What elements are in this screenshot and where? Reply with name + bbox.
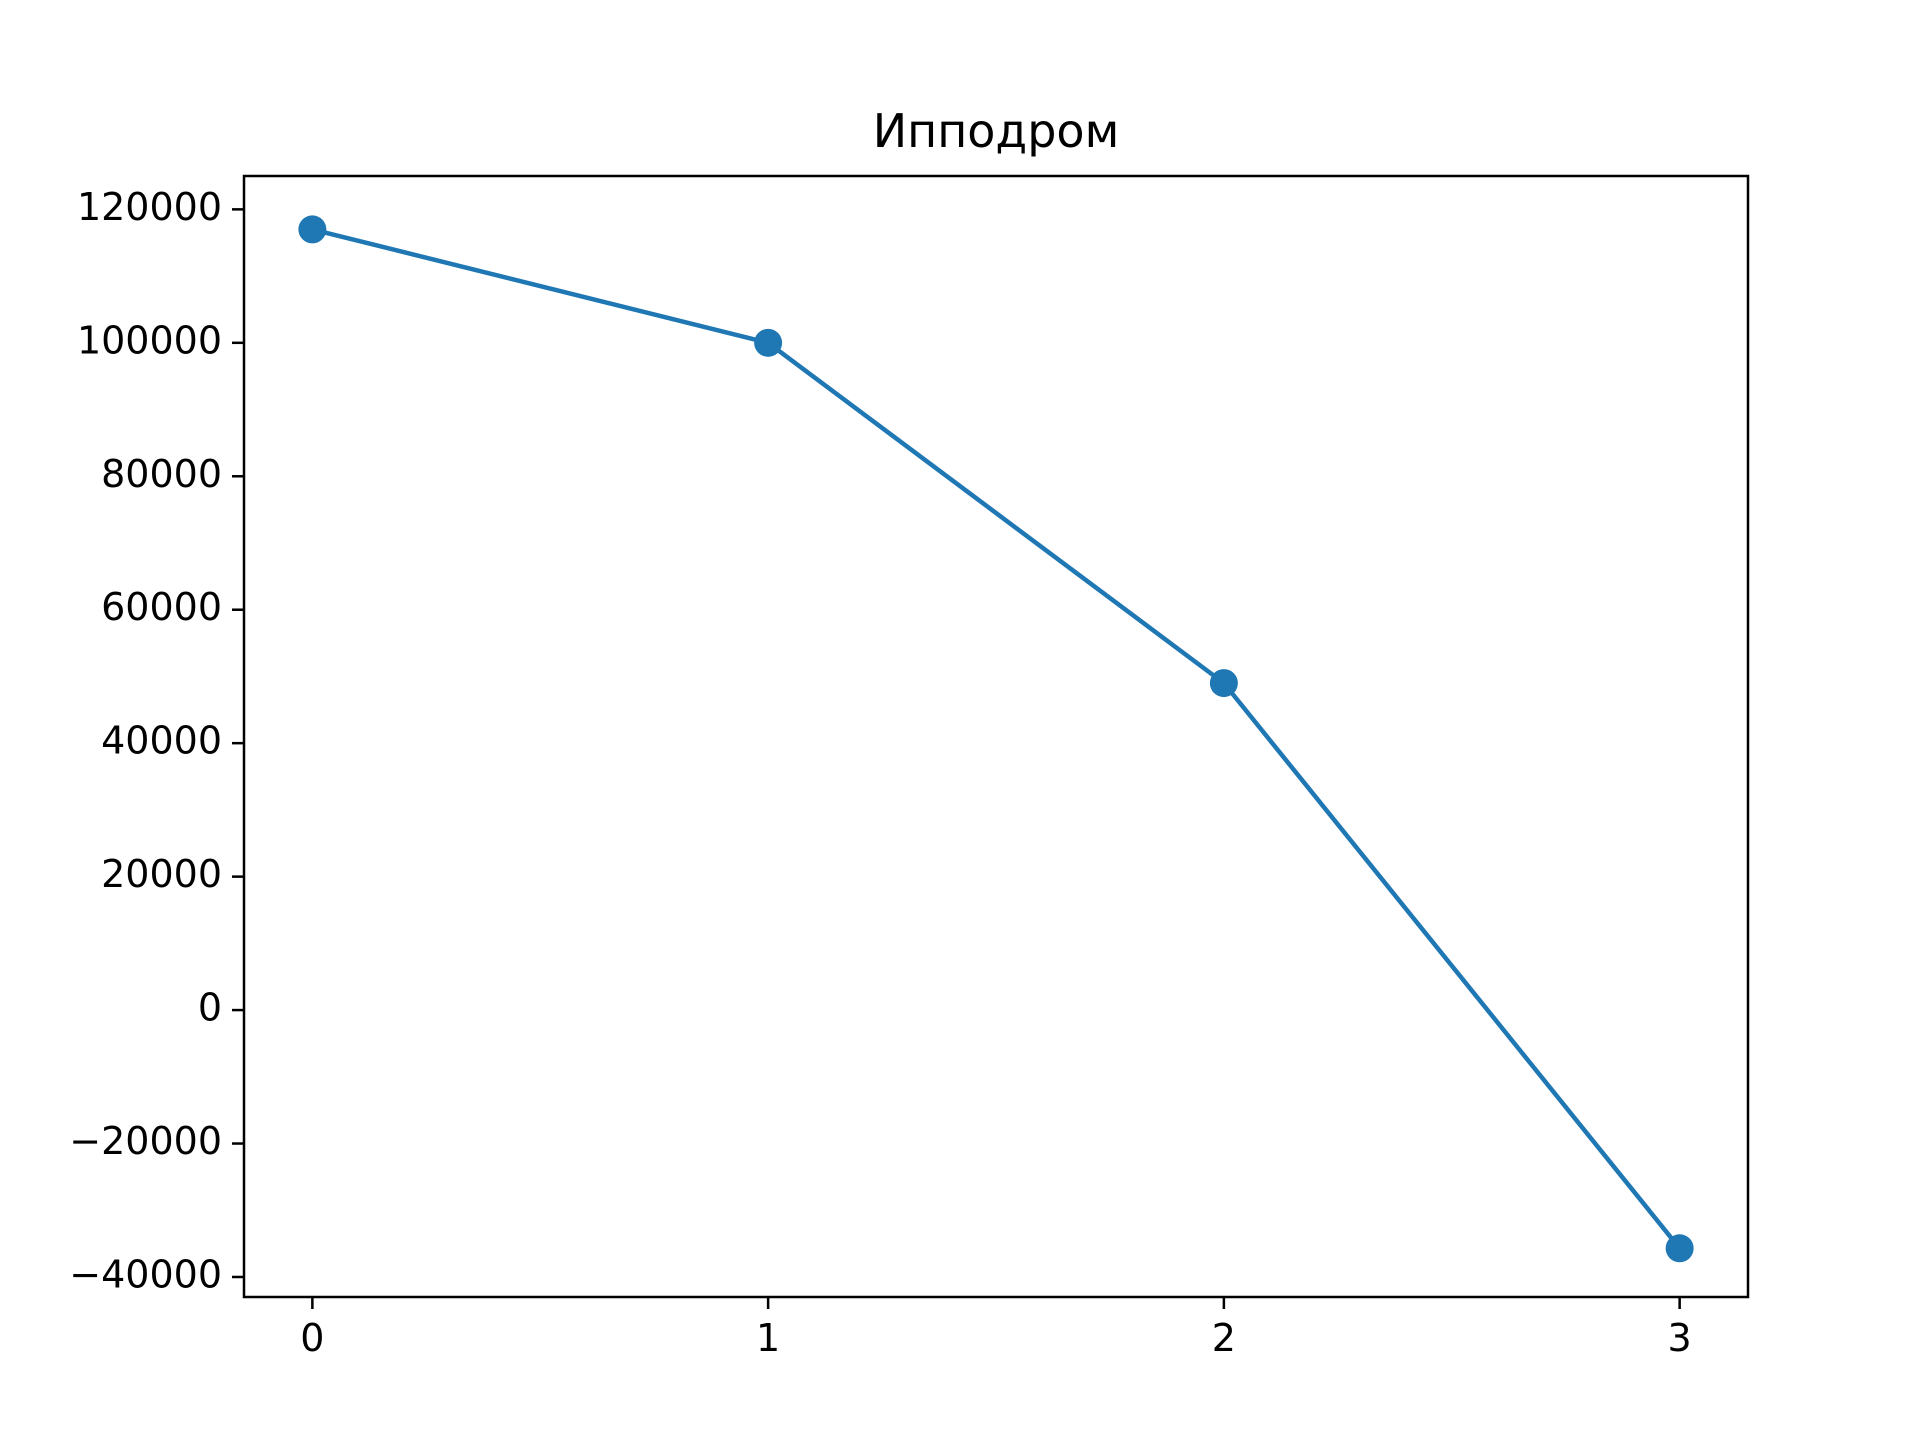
x-tick-label: 0: [300, 1316, 324, 1360]
series-layer: [298, 215, 1694, 1263]
y-tick-label: 120000: [77, 185, 222, 229]
plot-area-frame: [242, 174, 1750, 1299]
data-point: [298, 215, 327, 244]
y-tick-label: 40000: [101, 719, 222, 763]
y-tick-label: 20000: [101, 852, 222, 896]
y-axis-ticks: −40000 −20000 0 20000 40000 60000 80000 100000 1…: [69, 185, 244, 1296]
y-tick-label: 60000: [101, 585, 222, 629]
data-point: [1665, 1234, 1694, 1263]
data-point: [1209, 669, 1238, 698]
y-tick-label: 100000: [77, 318, 222, 362]
x-tick-label: 2: [1212, 1316, 1236, 1360]
y-tick-label: 80000: [101, 452, 222, 496]
y-tick-label: 0: [198, 986, 222, 1030]
series-line: [311, 227, 1682, 1250]
x-tick-label: 3: [1668, 1316, 1692, 1360]
y-tick-label: −20000: [69, 1119, 222, 1163]
data-point: [754, 328, 783, 357]
x-tick-label: 1: [756, 1316, 780, 1360]
x-axis-ticks: 0 1 2 3: [300, 1297, 1692, 1360]
chart-title: Ипподром: [873, 104, 1120, 158]
y-tick-label: −40000: [69, 1252, 222, 1296]
